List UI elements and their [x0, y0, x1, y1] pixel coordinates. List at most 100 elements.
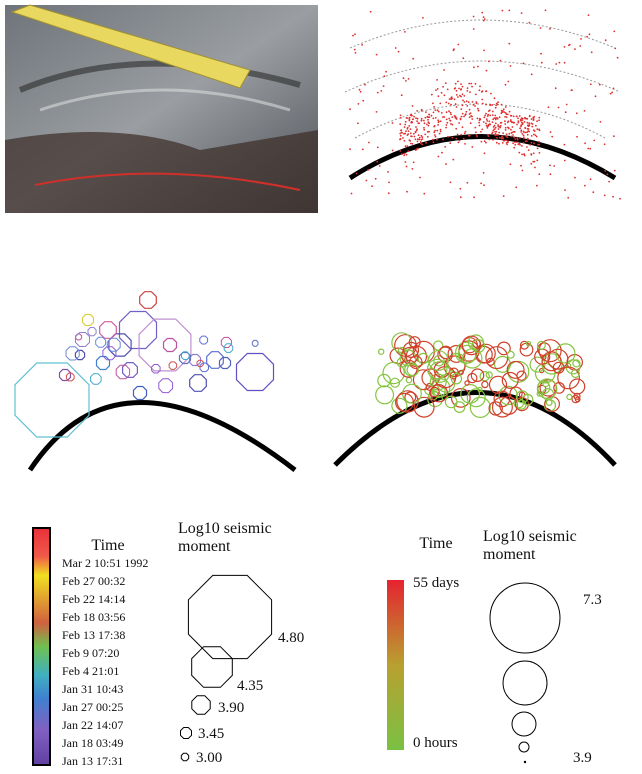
- event-dot: [483, 184, 485, 186]
- event-dot: [527, 122, 529, 124]
- event-dot: [526, 146, 528, 148]
- event-dot: [536, 120, 538, 122]
- event-dot: [476, 102, 478, 104]
- event-dot: [479, 125, 481, 127]
- event-dot: [486, 90, 488, 92]
- event-dot: [410, 135, 412, 137]
- event-dot: [505, 129, 507, 131]
- event-dot: [485, 123, 487, 125]
- event-dot: [527, 138, 529, 140]
- event-dot: [446, 119, 448, 121]
- event-dot: [433, 106, 435, 108]
- event-dot: [610, 93, 612, 95]
- event-dot: [513, 136, 515, 138]
- event-dot: [377, 147, 379, 149]
- event-dot: [432, 139, 434, 141]
- event-dot: [466, 90, 468, 92]
- event-dot: [574, 48, 576, 50]
- event-dot: [505, 140, 507, 142]
- event-dot: [442, 86, 444, 88]
- event-circle: [379, 349, 384, 354]
- event-dot: [538, 144, 540, 146]
- size-key: [524, 761, 526, 763]
- colorbar: [33, 528, 50, 765]
- event-circle: [482, 381, 488, 387]
- event-dot: [500, 122, 502, 124]
- legend-left: Time Mar 2 10:51 1992Feb 27 00:32Feb 22 …: [33, 520, 304, 768]
- event-dot: [385, 71, 387, 73]
- event-dot: [428, 122, 430, 124]
- event-dot: [362, 100, 364, 102]
- event-dot: [489, 123, 491, 125]
- size-key: [490, 583, 560, 653]
- event-dot: [523, 134, 525, 136]
- photo: [5, 5, 318, 213]
- event-dot: [527, 134, 529, 136]
- event-dot: [528, 122, 530, 124]
- event-dot: [504, 116, 506, 118]
- event-dot: [496, 142, 498, 144]
- event-dot: [506, 116, 508, 118]
- event-dot: [418, 122, 420, 124]
- event-dot: [485, 104, 487, 106]
- event-dot: [407, 117, 409, 119]
- event-dot: [612, 196, 614, 198]
- event-dot: [457, 44, 459, 46]
- event-dot: [404, 31, 406, 33]
- event-dot: [526, 140, 528, 142]
- event-octagon: [66, 347, 79, 360]
- event-dot: [533, 129, 535, 131]
- event-dot: [533, 119, 535, 121]
- event-dot: [415, 149, 417, 151]
- event-dot: [519, 127, 521, 129]
- event-dot: [437, 88, 439, 90]
- event-dot: [465, 131, 467, 133]
- event-dot: [469, 109, 471, 111]
- event-dot: [401, 94, 403, 96]
- event-dot: [600, 121, 602, 123]
- event-dot: [503, 111, 505, 113]
- event-dot: [548, 106, 550, 108]
- event-dot: [464, 101, 466, 103]
- event-dot: [446, 111, 448, 113]
- event-dot: [423, 193, 425, 195]
- event-dot: [417, 118, 419, 120]
- event-dot: [528, 125, 530, 127]
- event-dot: [439, 133, 441, 135]
- event-dot: [404, 153, 406, 155]
- event-dot: [379, 165, 381, 167]
- event-octagon: [159, 379, 173, 393]
- event-dot: [506, 136, 508, 138]
- event-dot: [498, 143, 500, 145]
- event-dot: [400, 115, 402, 117]
- event-dot: [400, 135, 402, 137]
- event-dot: [617, 57, 619, 59]
- event-dot: [447, 136, 449, 138]
- event-dot: [499, 116, 501, 118]
- event-dot: [375, 178, 377, 180]
- event-dot: [473, 196, 475, 198]
- event-dot: [520, 129, 522, 131]
- event-circle: [507, 362, 524, 379]
- event-dot: [502, 10, 504, 12]
- event-dot: [605, 39, 607, 41]
- event-dot: [593, 140, 595, 142]
- event-dot: [367, 169, 369, 171]
- event-octagon: [237, 354, 274, 391]
- time-label: Jan 13 17:31: [62, 754, 123, 768]
- event-dot: [523, 153, 525, 155]
- event-dot: [376, 111, 378, 113]
- event-dot: [512, 142, 514, 144]
- event-dot: [433, 131, 435, 133]
- event-dot: [520, 120, 522, 122]
- event-dot: [416, 120, 418, 122]
- event-dot: [355, 52, 357, 54]
- event-dot: [510, 65, 512, 67]
- event-dot: [354, 49, 356, 51]
- event-circle: [546, 400, 552, 406]
- legend-right: Time 55 days 0 hours Log10 seismic momen…: [387, 528, 602, 766]
- event-dot: [423, 120, 425, 122]
- event-dot: [401, 153, 403, 155]
- event-dot: [468, 135, 470, 137]
- time-label: Feb 27 00:32: [62, 574, 125, 588]
